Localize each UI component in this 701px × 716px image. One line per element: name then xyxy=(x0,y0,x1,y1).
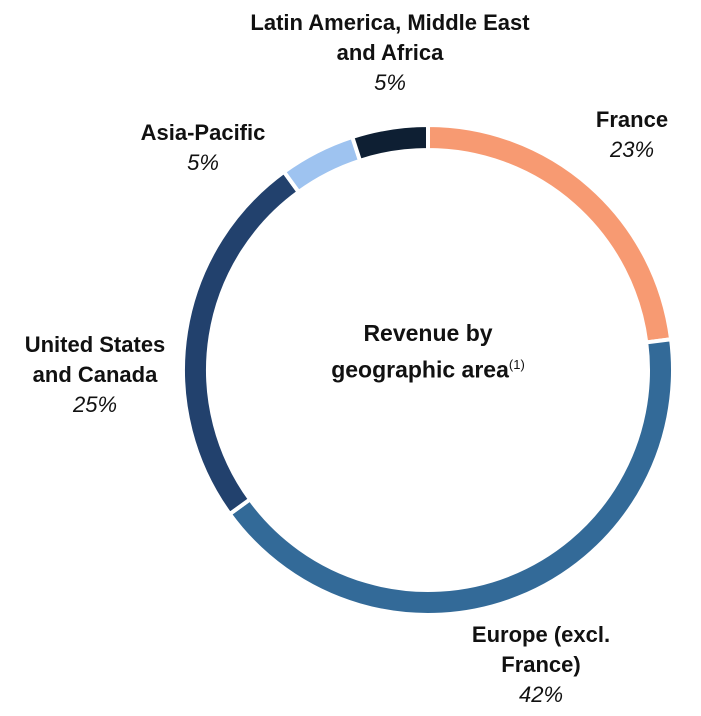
donut-segment xyxy=(281,134,363,195)
value-label: 42% xyxy=(518,682,564,707)
category-name: Europe (excl. France) xyxy=(471,622,611,677)
value-label: 5% xyxy=(374,70,406,95)
center-title: Revenue by geographic area(1) xyxy=(323,318,533,386)
title-note: (1) xyxy=(508,357,525,372)
category-name: Asia-Pacific xyxy=(140,120,266,145)
value-label: 23% xyxy=(609,137,655,162)
segment-label: Latin America, Middle East and Africa 5% xyxy=(230,8,550,98)
category-name: Latin America, Middle East and Africa xyxy=(250,10,530,65)
segment-label: Europe (excl. France) 42% xyxy=(441,620,641,710)
segment-label: France 23% xyxy=(557,105,701,165)
segment-label: United States and Canada 25% xyxy=(20,330,170,420)
value-label: 25% xyxy=(72,392,118,417)
category-name: France xyxy=(595,107,669,132)
donut-segment xyxy=(181,168,302,517)
value-label: 5% xyxy=(187,150,219,175)
segment-label: Asia-Pacific 5% xyxy=(118,118,288,178)
donut-segment xyxy=(349,122,430,164)
category-name: United States and Canada xyxy=(24,332,166,387)
title: Revenue by geographic area xyxy=(331,320,509,383)
